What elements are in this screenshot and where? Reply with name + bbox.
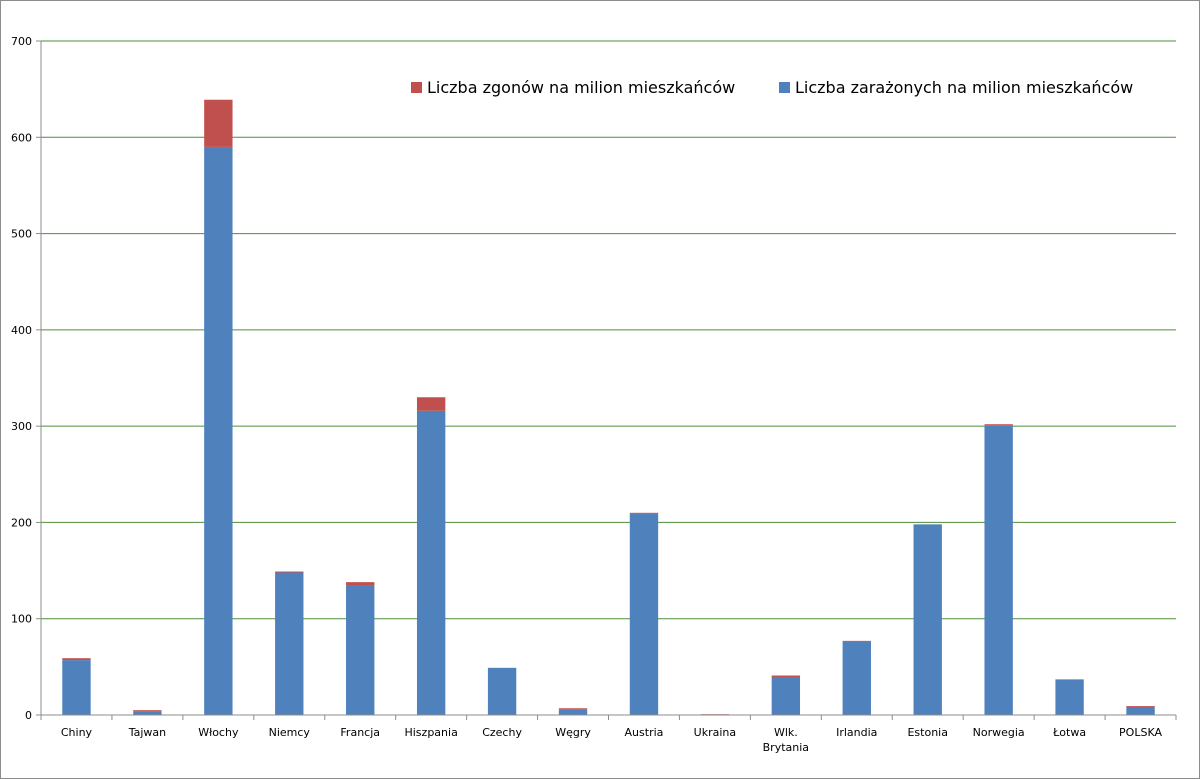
y-tick-label: 0 — [25, 709, 32, 722]
y-tick-label: 400 — [11, 324, 32, 337]
x-category-label: Austria — [625, 726, 664, 739]
x-category-label: Ukraina — [694, 726, 736, 739]
y-tick-label: 200 — [11, 516, 32, 529]
bar-deaths — [558, 708, 588, 710]
x-category-label: Norwegia — [973, 726, 1025, 739]
x-category-label: Łotwa — [1052, 726, 1086, 739]
bar-deaths — [1126, 706, 1155, 708]
bar-infected — [487, 667, 517, 715]
bar-deaths — [629, 512, 659, 514]
x-category-label: Czechy — [482, 726, 522, 739]
legend-swatch-deaths — [411, 82, 422, 93]
bar-infected — [62, 660, 91, 715]
y-tick-label: 300 — [11, 420, 32, 433]
bar-infected — [842, 641, 871, 715]
bar-infected — [133, 711, 162, 715]
bar-deaths — [416, 397, 446, 411]
bar-infected — [204, 146, 233, 715]
x-category-label: Tajwan — [128, 726, 166, 739]
bar-infected — [1126, 706, 1155, 715]
bar-deaths — [133, 710, 162, 712]
bar-infected — [346, 585, 375, 715]
legend-label-deaths: Liczba zgonów na milion mieszkańców — [427, 78, 735, 97]
axes: 0 100 200 300 400 500 600 700 Chiny Tajwan Włochy N… — [11, 35, 1177, 754]
bar-deaths — [984, 424, 1013, 426]
x-category-label: Niemcy — [269, 726, 311, 739]
legend-label-infected: Liczba zarażonych na milion mieszkańców — [795, 78, 1133, 97]
bar-infected — [275, 572, 304, 715]
y-tick-label: 500 — [11, 228, 32, 241]
y-tick-label: 600 — [11, 131, 32, 144]
x-category-label: Estonia — [907, 726, 948, 739]
bar-infected — [771, 677, 801, 715]
legend-swatch-infected — [779, 82, 790, 93]
bar-infected — [984, 425, 1013, 715]
x-category-label: Hiszpania — [404, 726, 457, 739]
x-category-label: Irlandia — [836, 726, 877, 739]
x-category-label: Wlk. Brytania — [763, 726, 809, 754]
bar-infected — [629, 513, 659, 715]
x-category-label: Francja — [340, 726, 380, 739]
y-tick-label: 100 — [11, 613, 32, 626]
bar-deaths — [346, 582, 375, 586]
x-category-label: Chiny — [61, 726, 93, 739]
bars — [62, 99, 1155, 716]
bar-deaths — [771, 675, 801, 678]
y-tick-label: 700 — [11, 35, 32, 48]
bar-deaths — [204, 99, 233, 147]
legend: Liczba zgonów na milion mieszkańców Licz… — [411, 78, 1133, 97]
bar-deaths — [62, 658, 91, 661]
bar-infected — [913, 524, 942, 715]
bar-infected — [558, 709, 588, 715]
bar-infected — [416, 410, 446, 715]
bar-deaths — [275, 571, 304, 573]
bar-infected — [1055, 679, 1084, 715]
x-category-label: POLSKA — [1119, 726, 1162, 739]
x-category-label: Włochy — [198, 726, 239, 739]
bar-deaths — [842, 640, 871, 642]
x-category-label: Węgry — [555, 726, 591, 739]
